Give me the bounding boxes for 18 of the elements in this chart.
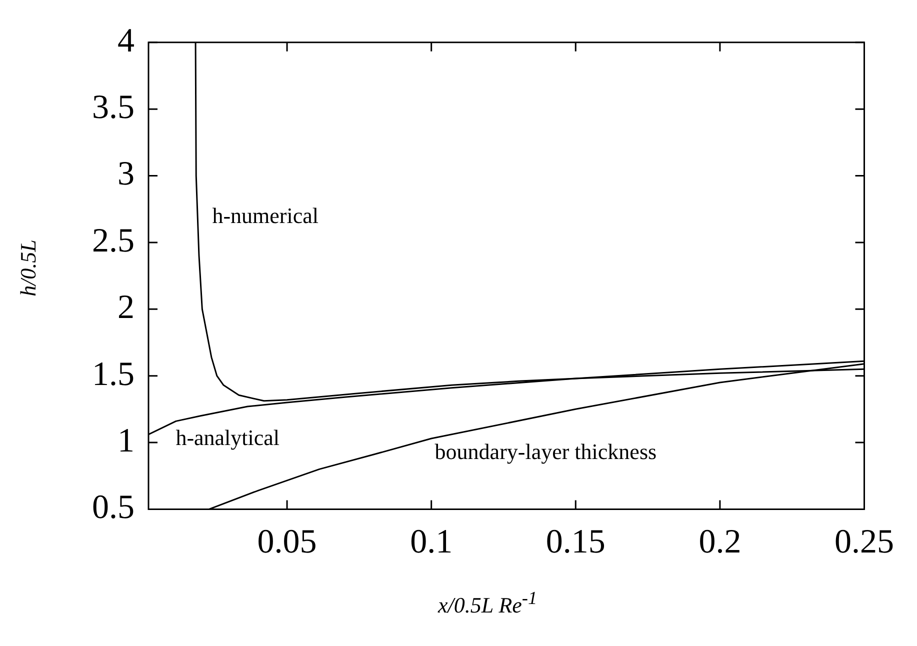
series-label: h-analytical	[176, 424, 280, 450]
series-label: boundary-layer thickness	[434, 438, 657, 464]
y-tick-label: 2	[118, 289, 134, 326]
y-tick-label: 0.5	[92, 489, 134, 526]
x-tick-label: 0.2	[698, 524, 742, 561]
y-tick-label: 2.5	[92, 222, 134, 260]
x-tick-label: 0.1	[410, 524, 453, 561]
x-axis-title: x/0.5L Re$^{-1}$	[438, 588, 538, 618]
y-tick-label: 1	[118, 422, 134, 460]
y-tick-label: 3.5	[92, 89, 134, 126]
x-tick-label: 0.05	[257, 524, 317, 561]
y-tick-label: 1.5	[92, 356, 134, 393]
y-tick-label: 4	[118, 22, 134, 60]
y-tick-label: 3	[118, 156, 134, 193]
x-tick-label: 0.15	[546, 524, 606, 561]
y-axis-title: h/0.5L	[15, 240, 41, 296]
series-label: h-numerical	[212, 203, 318, 228]
x-tick-label: 0.25	[834, 524, 894, 561]
